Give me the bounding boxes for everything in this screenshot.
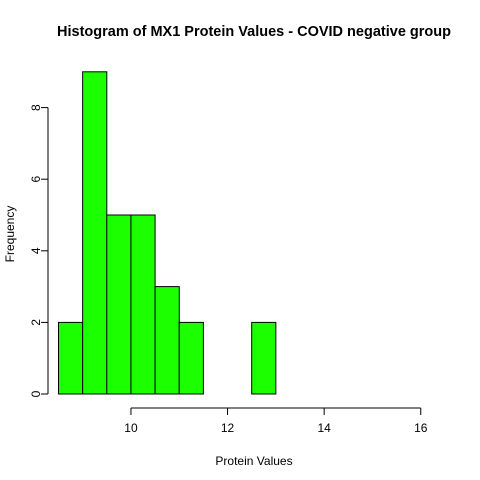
y-tick-label: 8 bbox=[29, 104, 43, 111]
histogram-bar bbox=[82, 71, 108, 395]
chart-title: Histogram of MX1 Protein Values - COVID … bbox=[57, 24, 451, 40]
histogram-bar bbox=[178, 321, 204, 395]
x-axis-label: Protein Values bbox=[215, 454, 292, 468]
bars-group bbox=[58, 71, 277, 395]
y-tick-label: 0 bbox=[29, 390, 43, 397]
histogram-bar bbox=[58, 321, 84, 395]
histogram-bar bbox=[130, 214, 156, 395]
x-axis: 10 12 14 16 bbox=[124, 407, 428, 435]
x-tick-label: 16 bbox=[414, 421, 428, 435]
y-axis: 0 2 4 6 8 bbox=[29, 104, 49, 397]
x-tick-label: 10 bbox=[124, 421, 138, 435]
histogram-bar bbox=[154, 286, 180, 395]
histogram-bar bbox=[251, 321, 277, 395]
y-tick-label: 6 bbox=[29, 176, 43, 183]
y-tick-label: 4 bbox=[29, 247, 43, 254]
y-tick-label: 2 bbox=[29, 319, 43, 326]
x-tick-label: 12 bbox=[221, 421, 235, 435]
x-tick-label: 14 bbox=[317, 421, 331, 435]
y-axis-label: Frequency bbox=[3, 206, 17, 263]
histogram-bar bbox=[106, 214, 132, 395]
